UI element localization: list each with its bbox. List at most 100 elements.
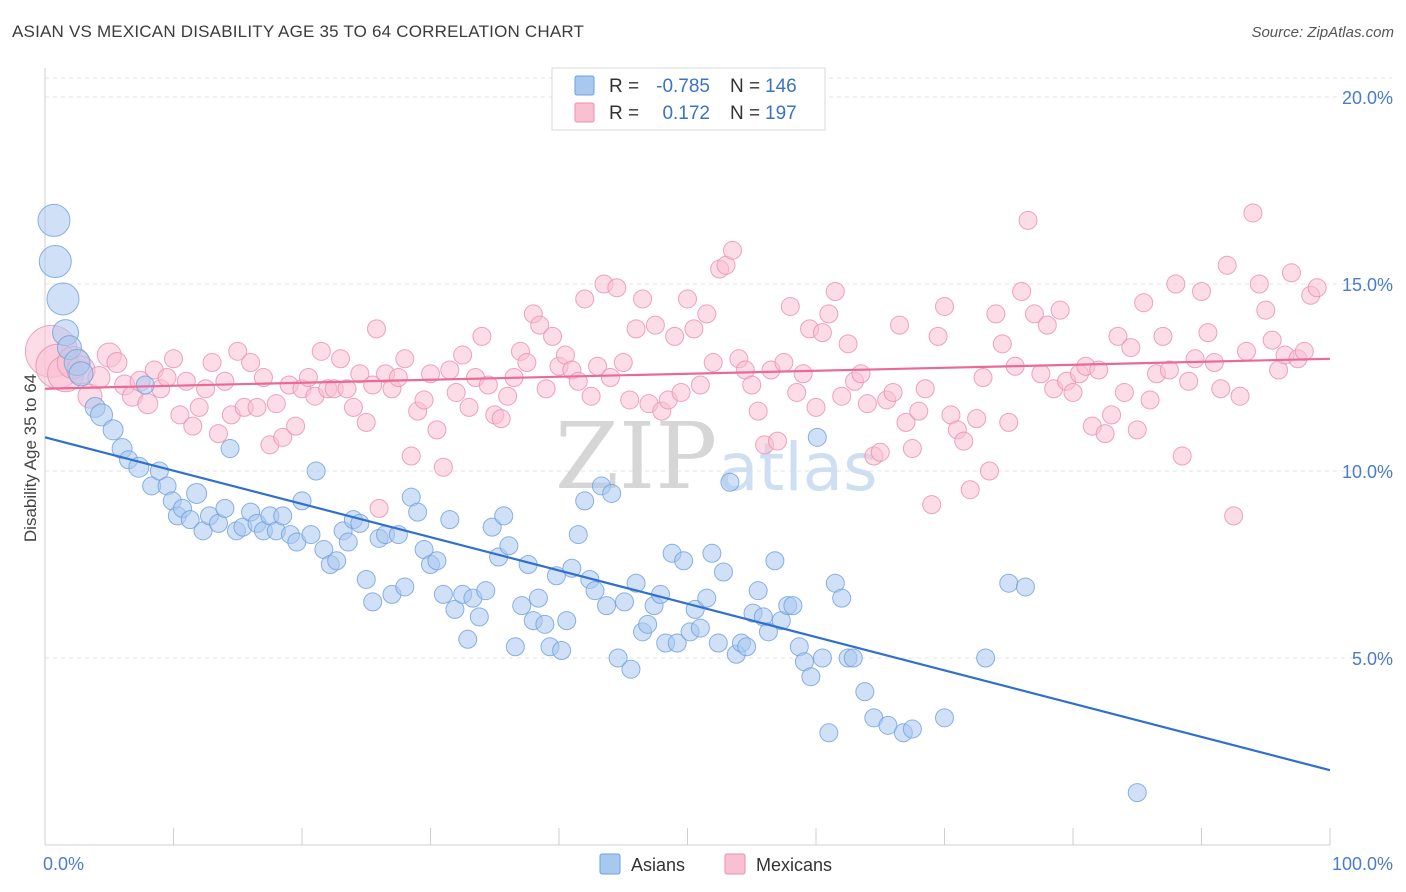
data-point-asians (568, 525, 588, 545)
data-point-mexicans (1211, 379, 1231, 399)
data-point-mexicans (1031, 364, 1051, 384)
data-point-mexicans (613, 353, 633, 373)
data-point-mexicans (935, 296, 954, 316)
data-point-mexicans (1249, 274, 1269, 294)
data-point-mexicans (266, 394, 286, 414)
data-point-asians (528, 588, 548, 608)
data-point-mexicans (388, 368, 408, 387)
data-point-mexicans (928, 326, 948, 346)
data-point-mexicans (356, 412, 376, 432)
data-point-mexicans (607, 278, 627, 298)
data-point-mexicans (343, 397, 363, 417)
data-point-asians (855, 682, 875, 702)
data-point-mexicans (568, 371, 588, 391)
data-point-mexicans (1172, 446, 1192, 466)
data-point-asians (765, 551, 785, 571)
data-point-mexicans (1256, 300, 1276, 320)
data-point-mexicans (819, 304, 839, 324)
data-point-mexicans (453, 345, 473, 365)
data-point-mexicans (491, 409, 511, 429)
data-point-asians (832, 588, 852, 608)
data-point-asians (512, 596, 532, 616)
data-point-mexicans (395, 349, 415, 369)
data-point-asians (494, 506, 514, 526)
y-axis-label: Disability Age 35 to 64 (21, 374, 40, 542)
bottom-legend: Asians Mexicans (599, 853, 832, 875)
data-point-asians (90, 403, 114, 427)
data-point-mexicans (176, 371, 196, 391)
data-point-mexicans (1179, 371, 1199, 391)
data-point-mexicans (851, 364, 871, 384)
data-point-mexicans (774, 353, 794, 373)
data-point-asians (552, 641, 572, 661)
data-point-mexicans (433, 457, 453, 477)
data-point-asians (469, 607, 489, 627)
data-point-asians (458, 629, 478, 649)
data-point-mexicans (645, 315, 665, 335)
data-point-asians (338, 532, 358, 552)
data-point-asians (445, 599, 465, 619)
data-point-mexicans (870, 442, 890, 462)
data-point-mexicans (440, 360, 460, 380)
data-point-mexicans (208, 424, 228, 444)
data-point-mexicans (690, 375, 710, 395)
data-point-mexicans (478, 375, 498, 395)
data-point-asians (1127, 783, 1147, 803)
data-point-asians (702, 543, 722, 563)
data-point-asians (476, 581, 496, 601)
data-point-asians (935, 708, 954, 728)
data-point-asians (758, 622, 778, 642)
legend-swatch-asians (574, 75, 595, 96)
data-point-mexicans (1114, 382, 1134, 402)
data-point-mexicans (459, 397, 479, 417)
data-point-mexicans (137, 393, 159, 415)
data-point-mexicans (665, 326, 685, 346)
data-point-asians (976, 648, 996, 668)
legend: R = -0.785 N = 146 R = 0.172 N = 197 (551, 67, 826, 131)
data-point-mexicans (896, 412, 916, 432)
data-point-asians (999, 573, 1019, 593)
y-tick-label: 10.0% (1342, 462, 1393, 482)
data-point-mexicans (909, 401, 929, 421)
data-point-mexicans (215, 371, 235, 391)
data-point-asians (38, 245, 72, 279)
axes (44, 68, 1331, 846)
data-point-asians (713, 562, 733, 582)
data-point-mexicans (600, 368, 620, 387)
data-point-mexicans (543, 326, 563, 346)
data-point-asians (626, 573, 646, 593)
data-point-mexicans (472, 326, 492, 346)
data-point-mexicans (498, 386, 518, 406)
data-point-mexicans (1024, 304, 1044, 324)
data-point-mexicans (446, 382, 466, 402)
data-point-mexicans (793, 364, 813, 384)
data-point-asians (535, 614, 555, 634)
data-point-mexicans (1153, 326, 1173, 346)
data-point-asians (1015, 577, 1035, 597)
data-point-asians (843, 648, 863, 668)
data-point-asians (37, 203, 71, 237)
legend-box (551, 67, 826, 131)
data-point-asians (667, 633, 687, 653)
data-point-asians (273, 506, 293, 526)
data-point-mexicans (401, 446, 421, 466)
data-point-asians (215, 498, 235, 518)
data-point-asians (102, 419, 124, 441)
data-point-mexicans (286, 416, 306, 436)
data-point-mexicans (1012, 281, 1032, 301)
legend-swatch-mexicans (574, 102, 595, 123)
series-layer (24, 203, 1327, 803)
data-point-mexicans (369, 498, 389, 518)
data-point-mexicans (421, 364, 440, 384)
data-point-mexicans (960, 480, 980, 500)
data-point-asians (292, 491, 312, 511)
data-point-asians (356, 569, 376, 589)
data-point-mexicans (883, 382, 903, 402)
data-point-mexicans (915, 379, 935, 399)
data-point-mexicans (722, 240, 742, 260)
data-point-asians (638, 614, 658, 634)
y-tick-label: 5.0% (1352, 649, 1393, 669)
series-asians (37, 203, 1147, 803)
chart-title: ASIAN VS MEXICAN DISABILITY AGE 35 TO 64… (12, 22, 585, 41)
